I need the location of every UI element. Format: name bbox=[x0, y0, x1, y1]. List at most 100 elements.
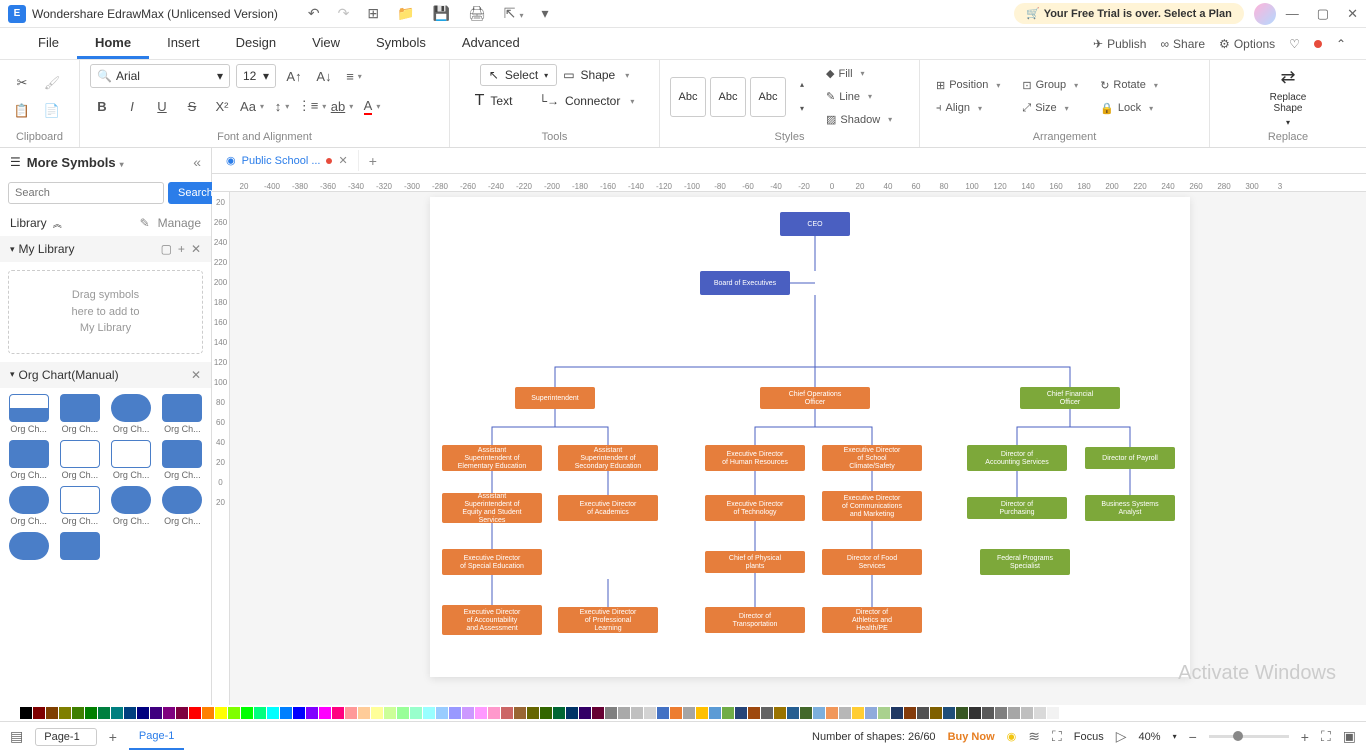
close-section-icon[interactable]: ✕ bbox=[191, 368, 201, 382]
color-swatch[interactable] bbox=[657, 707, 669, 719]
color-swatch[interactable] bbox=[241, 707, 253, 719]
org-node[interactable]: Director of FoodServices bbox=[822, 549, 922, 575]
select-tool[interactable]: ↖Select▾ bbox=[480, 64, 557, 86]
save-icon[interactable]: 💾 bbox=[433, 5, 450, 22]
color-swatch[interactable] bbox=[410, 707, 422, 719]
bullets-dropdown[interactable]: ⋮≡ bbox=[300, 94, 324, 118]
lock-dropdown[interactable]: 🔒Lock bbox=[1094, 99, 1164, 118]
color-swatch[interactable] bbox=[384, 707, 396, 719]
new-icon[interactable]: ⊞ bbox=[367, 5, 379, 22]
format-painter-icon[interactable]: 🖌 bbox=[40, 71, 64, 95]
menu-tab-design[interactable]: Design bbox=[218, 29, 294, 59]
print-icon[interactable]: 🖨 bbox=[468, 5, 486, 22]
color-swatch[interactable] bbox=[98, 707, 110, 719]
fill-dropdown[interactable]: ◆Fill bbox=[820, 64, 898, 83]
color-swatch[interactable] bbox=[1034, 707, 1046, 719]
close-icon[interactable]: ✕ bbox=[1347, 6, 1358, 22]
menu-tab-advanced[interactable]: Advanced bbox=[444, 29, 538, 59]
more-symbols-dropdown[interactable]: More Symbols bbox=[27, 155, 124, 170]
color-swatch[interactable] bbox=[553, 707, 565, 719]
color-swatch[interactable] bbox=[631, 707, 643, 719]
color-swatch[interactable] bbox=[618, 707, 630, 719]
org-node[interactable]: Director ofAthletics andHealth/PE bbox=[822, 607, 922, 633]
shape-template[interactable]: Org Ch... bbox=[6, 440, 51, 480]
font-family-select[interactable]: 🔍Arial▾ bbox=[90, 64, 230, 88]
qat-more-icon[interactable]: ▾ bbox=[542, 5, 549, 22]
color-swatch[interactable] bbox=[163, 707, 175, 719]
shape-template[interactable]: Org Ch... bbox=[160, 394, 205, 434]
minimize-icon[interactable]: — bbox=[1286, 6, 1299, 22]
color-swatch[interactable] bbox=[189, 707, 201, 719]
org-node[interactable]: Executive Directorof Special Education bbox=[442, 549, 542, 575]
menu-tab-home[interactable]: Home bbox=[77, 29, 149, 59]
color-swatch[interactable] bbox=[280, 707, 292, 719]
library-dropzone[interactable]: Drag symbols here to add to My Library bbox=[8, 270, 203, 354]
color-swatch[interactable] bbox=[514, 707, 526, 719]
position-dropdown[interactable]: ⊞Position bbox=[930, 76, 1006, 95]
color-swatch[interactable] bbox=[46, 707, 58, 719]
org-node[interactable]: Federal ProgramsSpecialist bbox=[980, 549, 1070, 575]
color-swatch[interactable] bbox=[85, 707, 97, 719]
collapse-ribbon-icon[interactable]: ⌃ bbox=[1336, 37, 1346, 51]
size-dropdown[interactable]: ⤢Size bbox=[1016, 99, 1084, 118]
color-swatch[interactable] bbox=[124, 707, 136, 719]
redo-icon[interactable]: ↷ bbox=[338, 5, 350, 22]
symbol-search-input[interactable] bbox=[8, 182, 164, 204]
color-swatch[interactable] bbox=[267, 707, 279, 719]
cut-icon[interactable]: ✂ bbox=[10, 71, 34, 95]
shape-tool[interactable]: ▭Shape bbox=[563, 68, 629, 82]
org-node[interactable]: Director ofPurchasing bbox=[967, 497, 1067, 519]
org-node[interactable]: AssistantSuperintendent ofEquity and Stu… bbox=[442, 493, 542, 524]
spacing-dropdown[interactable]: ↕ bbox=[270, 94, 294, 118]
color-swatch[interactable] bbox=[1008, 707, 1020, 719]
color-swatch[interactable] bbox=[670, 707, 682, 719]
org-node[interactable]: Executive Directorof ProfessionalLearnin… bbox=[558, 607, 658, 633]
maximize-icon[interactable]: ▢ bbox=[1317, 6, 1329, 22]
menu-tab-insert[interactable]: Insert bbox=[149, 29, 218, 59]
font-color-dropdown[interactable]: A bbox=[360, 94, 384, 118]
org-node[interactable]: CEO bbox=[780, 212, 850, 236]
org-node[interactable]: Director ofTransportation bbox=[705, 607, 805, 633]
org-node[interactable]: Director of Payroll bbox=[1085, 447, 1175, 469]
color-swatch[interactable] bbox=[215, 707, 227, 719]
bold-icon[interactable]: B bbox=[90, 94, 114, 118]
color-swatch[interactable] bbox=[202, 707, 214, 719]
shape-template[interactable]: Org Ch... bbox=[109, 440, 154, 480]
case-dropdown[interactable]: Aa bbox=[240, 94, 264, 118]
italic-icon[interactable]: I bbox=[120, 94, 144, 118]
shape-template[interactable]: Org Ch... bbox=[6, 486, 51, 526]
paste-icon[interactable]: 📄 bbox=[40, 99, 64, 123]
color-swatch[interactable] bbox=[20, 707, 32, 719]
color-swatch[interactable] bbox=[826, 707, 838, 719]
color-swatch[interactable] bbox=[683, 707, 695, 719]
color-swatch[interactable] bbox=[358, 707, 370, 719]
publish-button[interactable]: ✈Publish bbox=[1093, 37, 1146, 51]
color-swatch[interactable] bbox=[137, 707, 149, 719]
org-node[interactable]: Business SystemsAnalyst bbox=[1085, 495, 1175, 521]
style-up-icon[interactable]: ▴ bbox=[790, 73, 814, 97]
shape-template[interactable]: Org Ch... bbox=[109, 486, 154, 526]
strike-icon[interactable]: S bbox=[180, 94, 204, 118]
org-node[interactable]: Chief of Physicalplants bbox=[705, 551, 805, 573]
text-tool[interactable]: TText bbox=[475, 92, 513, 110]
color-swatch[interactable] bbox=[306, 707, 318, 719]
org-node[interactable]: Executive Directorof Human Resources bbox=[705, 445, 805, 471]
color-swatch[interactable] bbox=[722, 707, 734, 719]
rotate-dropdown[interactable]: ↻Rotate bbox=[1094, 76, 1164, 95]
highlight-dropdown[interactable]: ab bbox=[330, 94, 354, 118]
color-swatch[interactable] bbox=[527, 707, 539, 719]
shape-template[interactable] bbox=[57, 532, 102, 560]
manage-link[interactable]: Manage bbox=[158, 216, 201, 230]
close-lib-icon[interactable]: ✕ bbox=[191, 242, 201, 256]
color-swatch[interactable] bbox=[332, 707, 344, 719]
increase-font-icon[interactable]: A↑ bbox=[282, 64, 306, 88]
org-node[interactable]: Executive Directorof Academics bbox=[558, 495, 658, 521]
color-swatch[interactable] bbox=[449, 707, 461, 719]
org-node[interactable]: Executive Directorof SchoolClimate/Safet… bbox=[822, 445, 922, 471]
org-node[interactable]: AssistantSuperintendent ofElementary Edu… bbox=[442, 445, 542, 471]
color-swatch[interactable] bbox=[735, 707, 747, 719]
color-swatch[interactable] bbox=[293, 707, 305, 719]
color-swatch[interactable] bbox=[111, 707, 123, 719]
color-swatch[interactable] bbox=[436, 707, 448, 719]
replace-shape-button[interactable]: ⇄ Replace Shape ▾ bbox=[1270, 67, 1307, 127]
